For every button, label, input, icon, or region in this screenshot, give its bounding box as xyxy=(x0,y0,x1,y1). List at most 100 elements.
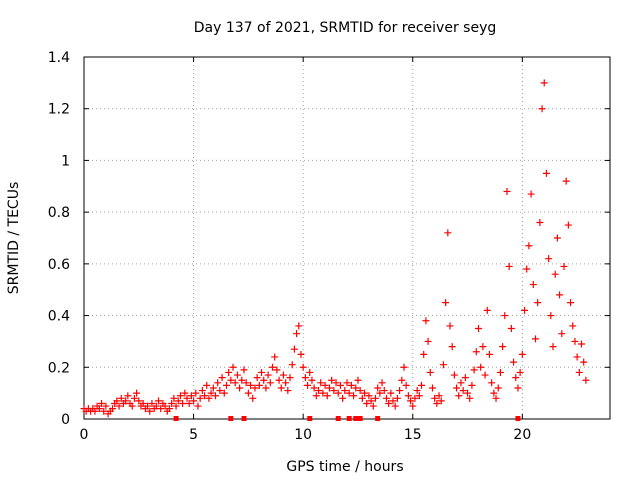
data-point xyxy=(402,381,410,389)
data-point xyxy=(301,374,309,382)
data-point xyxy=(468,381,476,389)
data-point xyxy=(198,387,206,395)
data-point xyxy=(203,381,211,389)
data-point xyxy=(492,394,500,402)
data-point xyxy=(464,389,472,397)
data-point xyxy=(420,350,428,358)
data-point xyxy=(472,348,480,356)
data-point-zero xyxy=(307,416,313,421)
data-point xyxy=(225,368,233,376)
data-point xyxy=(378,379,386,387)
data-point xyxy=(290,345,298,353)
data-point xyxy=(288,361,296,369)
x-axis-label: GPS time / hours xyxy=(286,459,403,475)
data-point xyxy=(176,392,184,400)
data-point xyxy=(531,335,539,343)
data-point xyxy=(562,177,570,185)
data-point xyxy=(323,392,331,400)
data-point xyxy=(227,376,235,384)
data-point xyxy=(514,384,522,392)
data-point xyxy=(459,387,467,395)
data-point xyxy=(100,407,108,415)
data-point xyxy=(222,381,230,389)
data-point xyxy=(271,353,279,361)
data-point xyxy=(148,399,156,407)
data-point xyxy=(569,322,577,330)
data-point xyxy=(251,384,259,392)
data-point xyxy=(286,374,294,382)
data-point xyxy=(334,389,342,397)
data-point xyxy=(196,394,204,402)
data-point xyxy=(483,306,491,314)
data-point xyxy=(439,361,447,369)
data-point xyxy=(380,387,388,395)
data-point-zero xyxy=(335,416,341,421)
data-point-zero xyxy=(241,416,247,421)
data-point-zero xyxy=(228,416,234,421)
data-point xyxy=(453,384,461,392)
data-point xyxy=(475,325,482,332)
data-point xyxy=(369,402,377,410)
data-point xyxy=(499,343,507,351)
data-point xyxy=(128,402,136,410)
data-point xyxy=(277,384,285,392)
data-point xyxy=(273,366,281,374)
data-point xyxy=(310,384,318,392)
data-point xyxy=(433,399,441,407)
data-point xyxy=(494,384,502,392)
data-point xyxy=(155,397,163,405)
data-point xyxy=(547,312,555,320)
data-point xyxy=(115,402,123,410)
data-point xyxy=(255,381,263,389)
data-point xyxy=(236,384,244,392)
data-point xyxy=(534,299,542,307)
data-point xyxy=(299,363,307,371)
data-point xyxy=(157,405,165,413)
data-point xyxy=(165,405,173,413)
data-point xyxy=(446,322,454,330)
data-point xyxy=(231,379,239,387)
data-point xyxy=(179,399,187,407)
data-point xyxy=(260,376,268,384)
data-point xyxy=(312,392,320,400)
x-tick-label: 15 xyxy=(404,427,422,443)
data-point xyxy=(431,394,439,402)
data-point xyxy=(455,392,463,400)
data-point xyxy=(209,384,217,392)
data-point xyxy=(194,402,202,410)
data-point xyxy=(192,389,200,397)
data-point xyxy=(516,368,524,376)
data-point xyxy=(564,221,572,229)
data-point xyxy=(385,399,393,407)
data-point xyxy=(319,389,327,397)
data-point xyxy=(437,397,445,405)
data-point xyxy=(102,402,110,410)
data-point xyxy=(393,394,401,402)
data-point xyxy=(315,387,323,395)
data-point xyxy=(233,371,241,379)
data-point xyxy=(308,376,316,384)
data-point xyxy=(185,399,193,407)
data-point xyxy=(350,392,358,400)
data-point xyxy=(396,387,404,395)
x-tick-label: 20 xyxy=(513,427,531,443)
data-point xyxy=(336,381,344,389)
y-tick-label: 0.2 xyxy=(48,360,70,376)
data-point xyxy=(325,384,333,392)
data-point xyxy=(551,270,559,278)
data-point xyxy=(481,371,489,379)
data-point xyxy=(328,376,336,384)
data-point xyxy=(108,405,116,413)
data-point xyxy=(293,330,301,338)
chart-title: Day 137 of 2021, SRMTID for receiver sey… xyxy=(194,20,497,36)
data-point xyxy=(578,340,586,348)
data-point xyxy=(181,389,189,397)
data-point xyxy=(448,343,456,351)
data-point xyxy=(242,379,250,387)
data-point xyxy=(275,376,283,384)
data-point xyxy=(144,402,152,410)
data-point xyxy=(477,363,485,371)
data-point xyxy=(567,299,575,307)
data-point xyxy=(503,187,511,195)
